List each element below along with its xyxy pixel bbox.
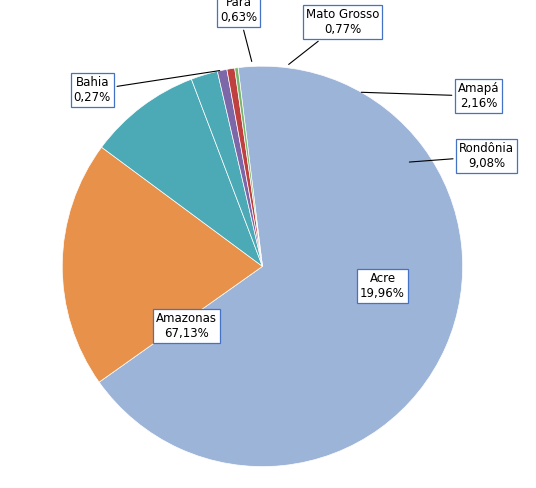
Wedge shape: [227, 68, 263, 266]
Text: Pará
0,63%: Pará 0,63%: [220, 0, 257, 61]
Text: Rondônia
9,08%: Rondônia 9,08%: [410, 142, 514, 170]
Wedge shape: [62, 147, 263, 382]
Text: Bahia
0,27%: Bahia 0,27%: [73, 71, 220, 104]
Text: Mato Grosso
0,77%: Mato Grosso 0,77%: [289, 8, 379, 64]
Wedge shape: [218, 69, 263, 266]
Wedge shape: [191, 71, 263, 266]
Wedge shape: [101, 79, 263, 266]
Text: Acre
19,96%: Acre 19,96%: [360, 272, 405, 301]
Wedge shape: [99, 66, 463, 467]
Wedge shape: [235, 68, 263, 266]
Text: Amazonas
67,13%: Amazonas 67,13%: [156, 312, 217, 341]
Text: Amapá
2,16%: Amapá 2,16%: [361, 82, 500, 110]
